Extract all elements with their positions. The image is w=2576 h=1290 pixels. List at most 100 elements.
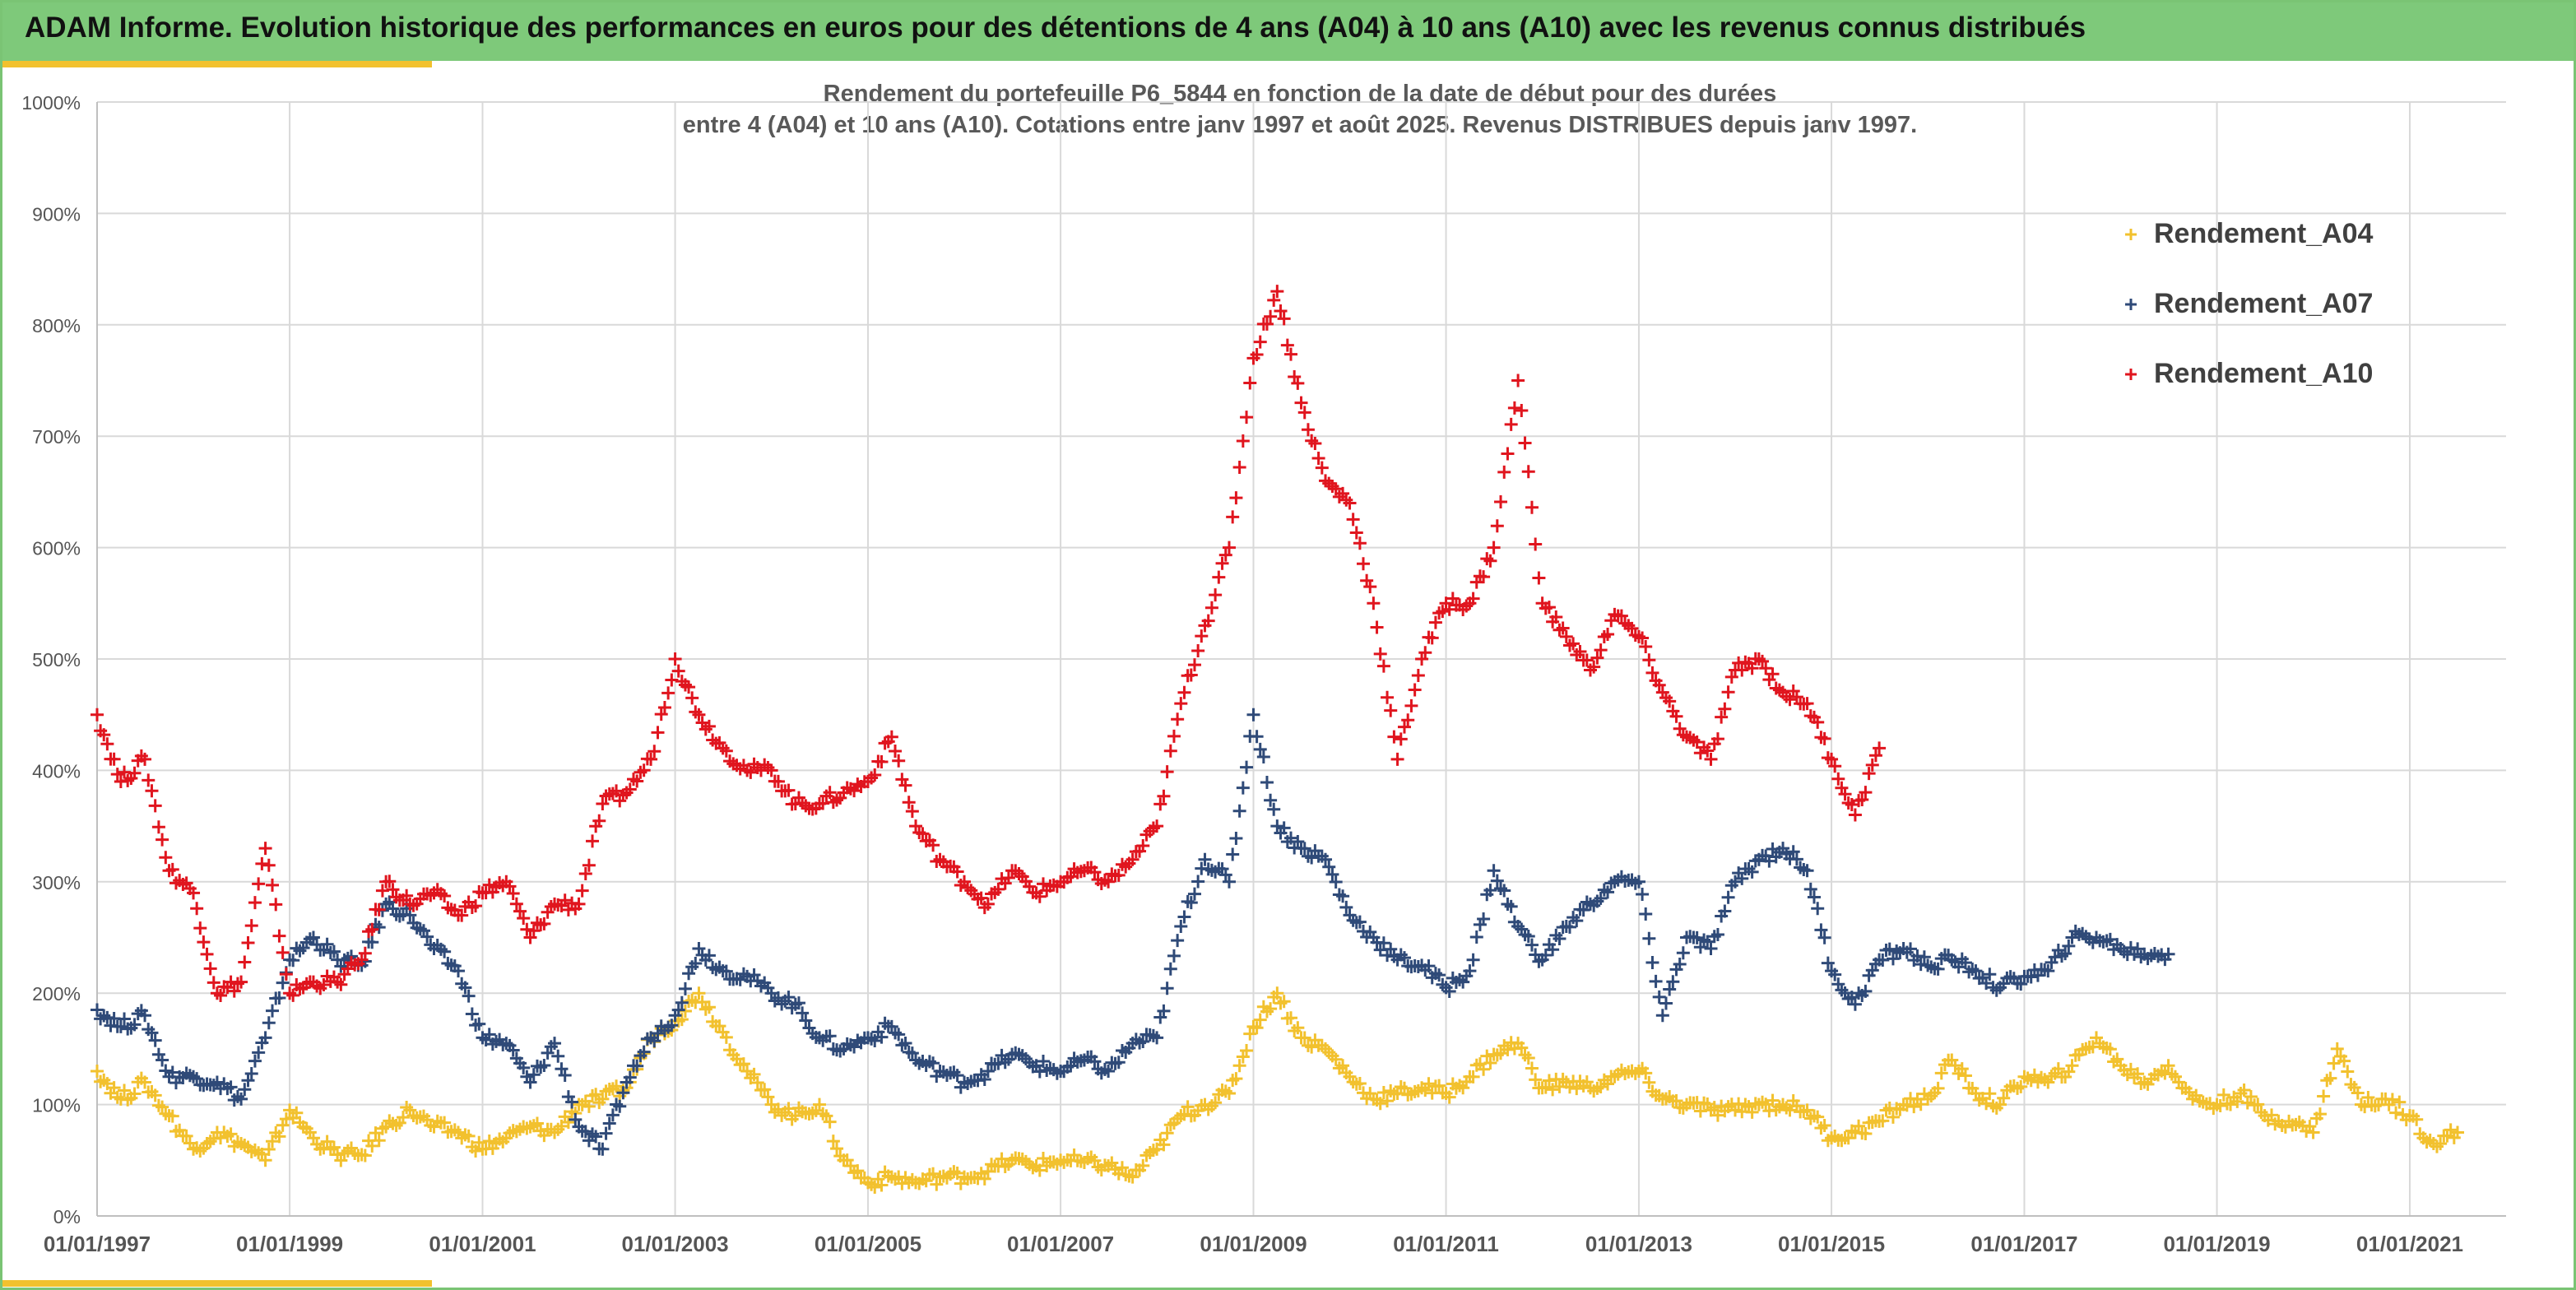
data-point [578,866,592,880]
data-point [875,754,889,768]
data-point [823,1029,837,1043]
data-point [1735,663,1749,677]
y-tick-label: 100% [32,1095,81,1116]
data-point [1267,802,1281,816]
data-point [665,1019,679,1032]
data-point [1477,912,1491,926]
data-point [262,1016,276,1030]
data-point [905,805,919,819]
data-point [1831,772,1845,786]
data-point [1859,984,1873,998]
data-point [826,1135,840,1148]
data-point [1112,868,1126,882]
data-point [227,984,241,998]
data-point [1521,930,1535,944]
chart-title-line2: entre 4 (A04) et 10 ans (A10). Cotations… [683,112,1917,138]
data-point [719,744,733,758]
data-point [782,783,796,797]
data-point [692,708,706,722]
data-point [2230,1094,2244,1108]
data-point [950,1069,964,1083]
data-point [1721,890,1735,904]
data-point [1663,982,1677,996]
data-point [892,1028,906,1042]
x-tick-label: 01/01/2001 [429,1232,536,1256]
data-point [930,1177,944,1191]
data-point [1171,712,1185,726]
data-point [1243,376,1257,390]
data-point [128,1018,142,1032]
data-point [1329,875,1343,889]
data-point [1693,940,1707,954]
data-point [1666,975,1680,989]
data-point [1339,900,1353,914]
data-point [1270,285,1284,299]
data-point [1789,852,1803,866]
marks-layer [91,285,2464,1194]
data-point [1724,670,1738,684]
data-point [2161,1059,2175,1073]
axis-layer: 0% 100% 200% 300% 400% 500% 600% 700% 800% 900% 10… [21,92,2506,1256]
chart-title-line1: Rendement du portefeuille P6_5844 en fon… [824,81,1777,107]
data-point [1652,990,1666,1004]
data-point [1539,1080,1553,1094]
data-point [771,774,785,788]
data-point [1191,644,1205,658]
data-point [1511,374,1525,387]
data-point [1367,596,1381,610]
data-point [1153,797,1167,811]
data-point [469,899,483,913]
data-point [665,673,679,687]
data-point [462,989,476,1003]
data-point [190,902,204,916]
data-point [1983,968,1997,981]
data-point [1397,951,1411,965]
data-point [1270,819,1284,833]
data-point [1115,1161,1129,1175]
y-tick-label: 1000% [21,92,81,114]
data-point [1253,1013,1267,1027]
data-point [1390,752,1404,766]
data-point [1487,864,1501,878]
data-point [991,882,1005,896]
data-point [868,768,882,782]
data-point [2317,1089,2331,1103]
data-point [1336,889,1350,903]
data-point [1442,1090,1456,1104]
x-tick-label: 01/01/2013 [1585,1232,1692,1256]
data-point [1319,852,1333,866]
data-point [1934,1066,1948,1080]
data-point [788,1109,802,1123]
data-point [1659,996,1673,1010]
data-point [320,1135,334,1148]
y-tick-label: 300% [32,872,81,893]
data-point [1515,1041,1529,1055]
data-point [1270,986,1284,1000]
data-point [1803,882,1817,896]
data-point [823,786,837,800]
data-point [2451,1125,2464,1139]
data-point [2389,1106,2403,1120]
data-point [1163,962,1177,976]
data-point [1229,491,1243,505]
data-point [582,1134,596,1148]
data-point [1174,697,1188,711]
data-point [1645,955,1659,969]
data-point [902,796,916,810]
data-point [1442,984,1456,998]
data-point [1177,685,1191,699]
data-point [764,763,778,777]
data-point [1859,786,1873,800]
data-point [1408,683,1422,697]
data-point [244,1067,258,1081]
data-point [1487,541,1501,555]
data-point [1253,742,1267,756]
data-point [1446,592,1460,606]
data-point [1958,956,1972,970]
data-point [1497,465,1511,479]
data-point [1601,1077,1615,1091]
data-point [1570,914,1584,928]
data-point [118,1012,132,1026]
data-point [610,1079,624,1093]
data-point [1401,713,1415,727]
